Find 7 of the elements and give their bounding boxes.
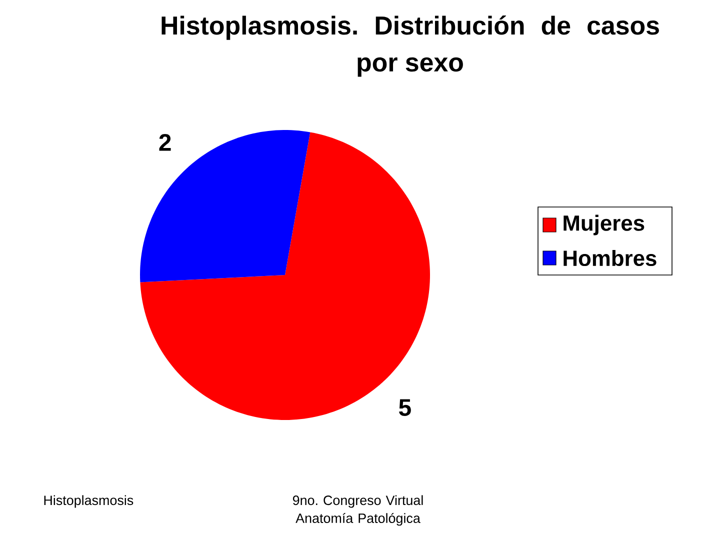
text: Histoplasmosis	[44, 495, 134, 508]
chart-title: Histoplasmosis. Distribución de casos por sexo	[162, 16, 659, 77]
legend-label: Hombres	[564, 250, 656, 266]
data-label: 2	[159, 134, 171, 151]
legend-label: Mujeres	[564, 214, 644, 236]
text: 9no. Congreso Virtual Anatomía Patológica	[292, 495, 423, 526]
data-label: 5	[399, 399, 411, 416]
